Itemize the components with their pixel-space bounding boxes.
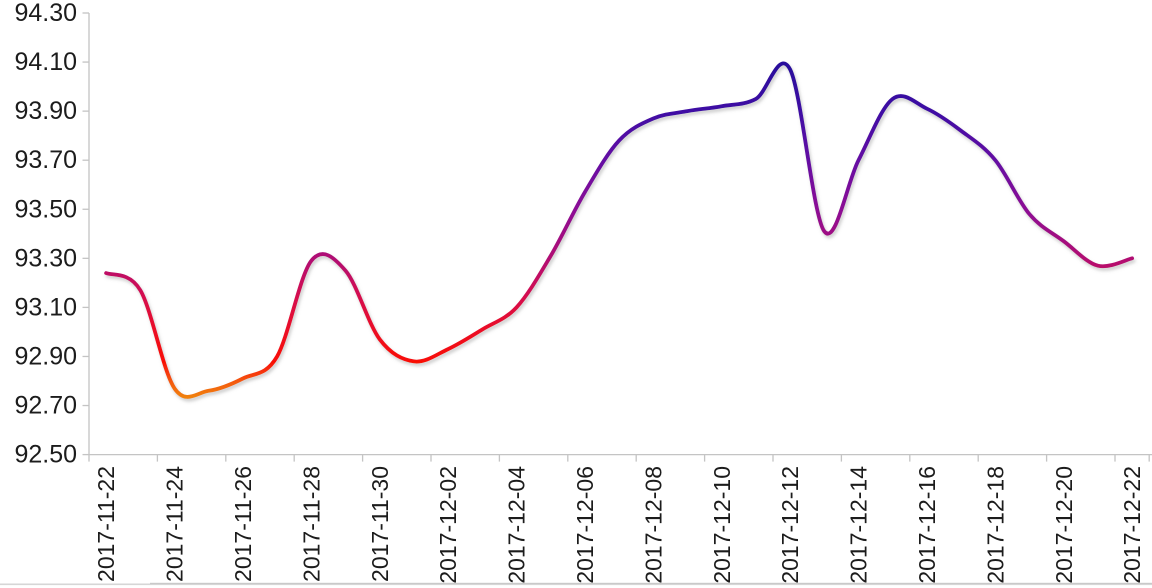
y-axis-label: 93.30 xyxy=(14,244,77,272)
y-axis-label: 93.50 xyxy=(14,195,77,223)
y-axis-label: 93.90 xyxy=(14,97,77,125)
y-axis-label: 92.70 xyxy=(14,392,77,420)
x-axis-label: 2017-12-14 xyxy=(846,466,872,584)
x-axis-label: 2017-11-24 xyxy=(162,466,188,582)
series-line xyxy=(104,61,1134,399)
x-axis-label: 2017-12-10 xyxy=(709,466,735,584)
y-axis-label: 93.10 xyxy=(14,293,77,321)
x-axis-label: 2017-11-26 xyxy=(230,466,256,582)
bottom-edge-strip xyxy=(0,583,1152,586)
y-axis-label: 92.90 xyxy=(14,342,77,370)
x-axis-label: 2017-11-30 xyxy=(367,466,393,582)
x-axis-label: 2017-12-02 xyxy=(435,466,461,584)
x-axis-label: 2017-12-20 xyxy=(1051,466,1077,584)
x-axis-label: 2017-12-18 xyxy=(982,466,1008,584)
x-axis-label: 2017-12-08 xyxy=(640,466,666,584)
x-axis-label: 2017-12-12 xyxy=(777,466,803,584)
x-axis-label: 2017-11-28 xyxy=(298,466,324,582)
y-axis-label: 94.30 xyxy=(14,0,77,27)
y-axis-label: 94.10 xyxy=(14,48,77,76)
x-axis-label: 2017-11-22 xyxy=(93,466,119,582)
x-axis-label: 2017-12-22 xyxy=(1119,466,1145,584)
x-axis-label: 2017-12-04 xyxy=(504,466,530,584)
bottom-edge-strip-dark xyxy=(150,582,1152,584)
x-axis-label: 2017-12-16 xyxy=(914,466,940,584)
x-axis-label: 2017-12-06 xyxy=(572,466,598,584)
y-axis-label: 92.50 xyxy=(14,441,77,469)
y-axis-label: 93.70 xyxy=(14,146,77,174)
